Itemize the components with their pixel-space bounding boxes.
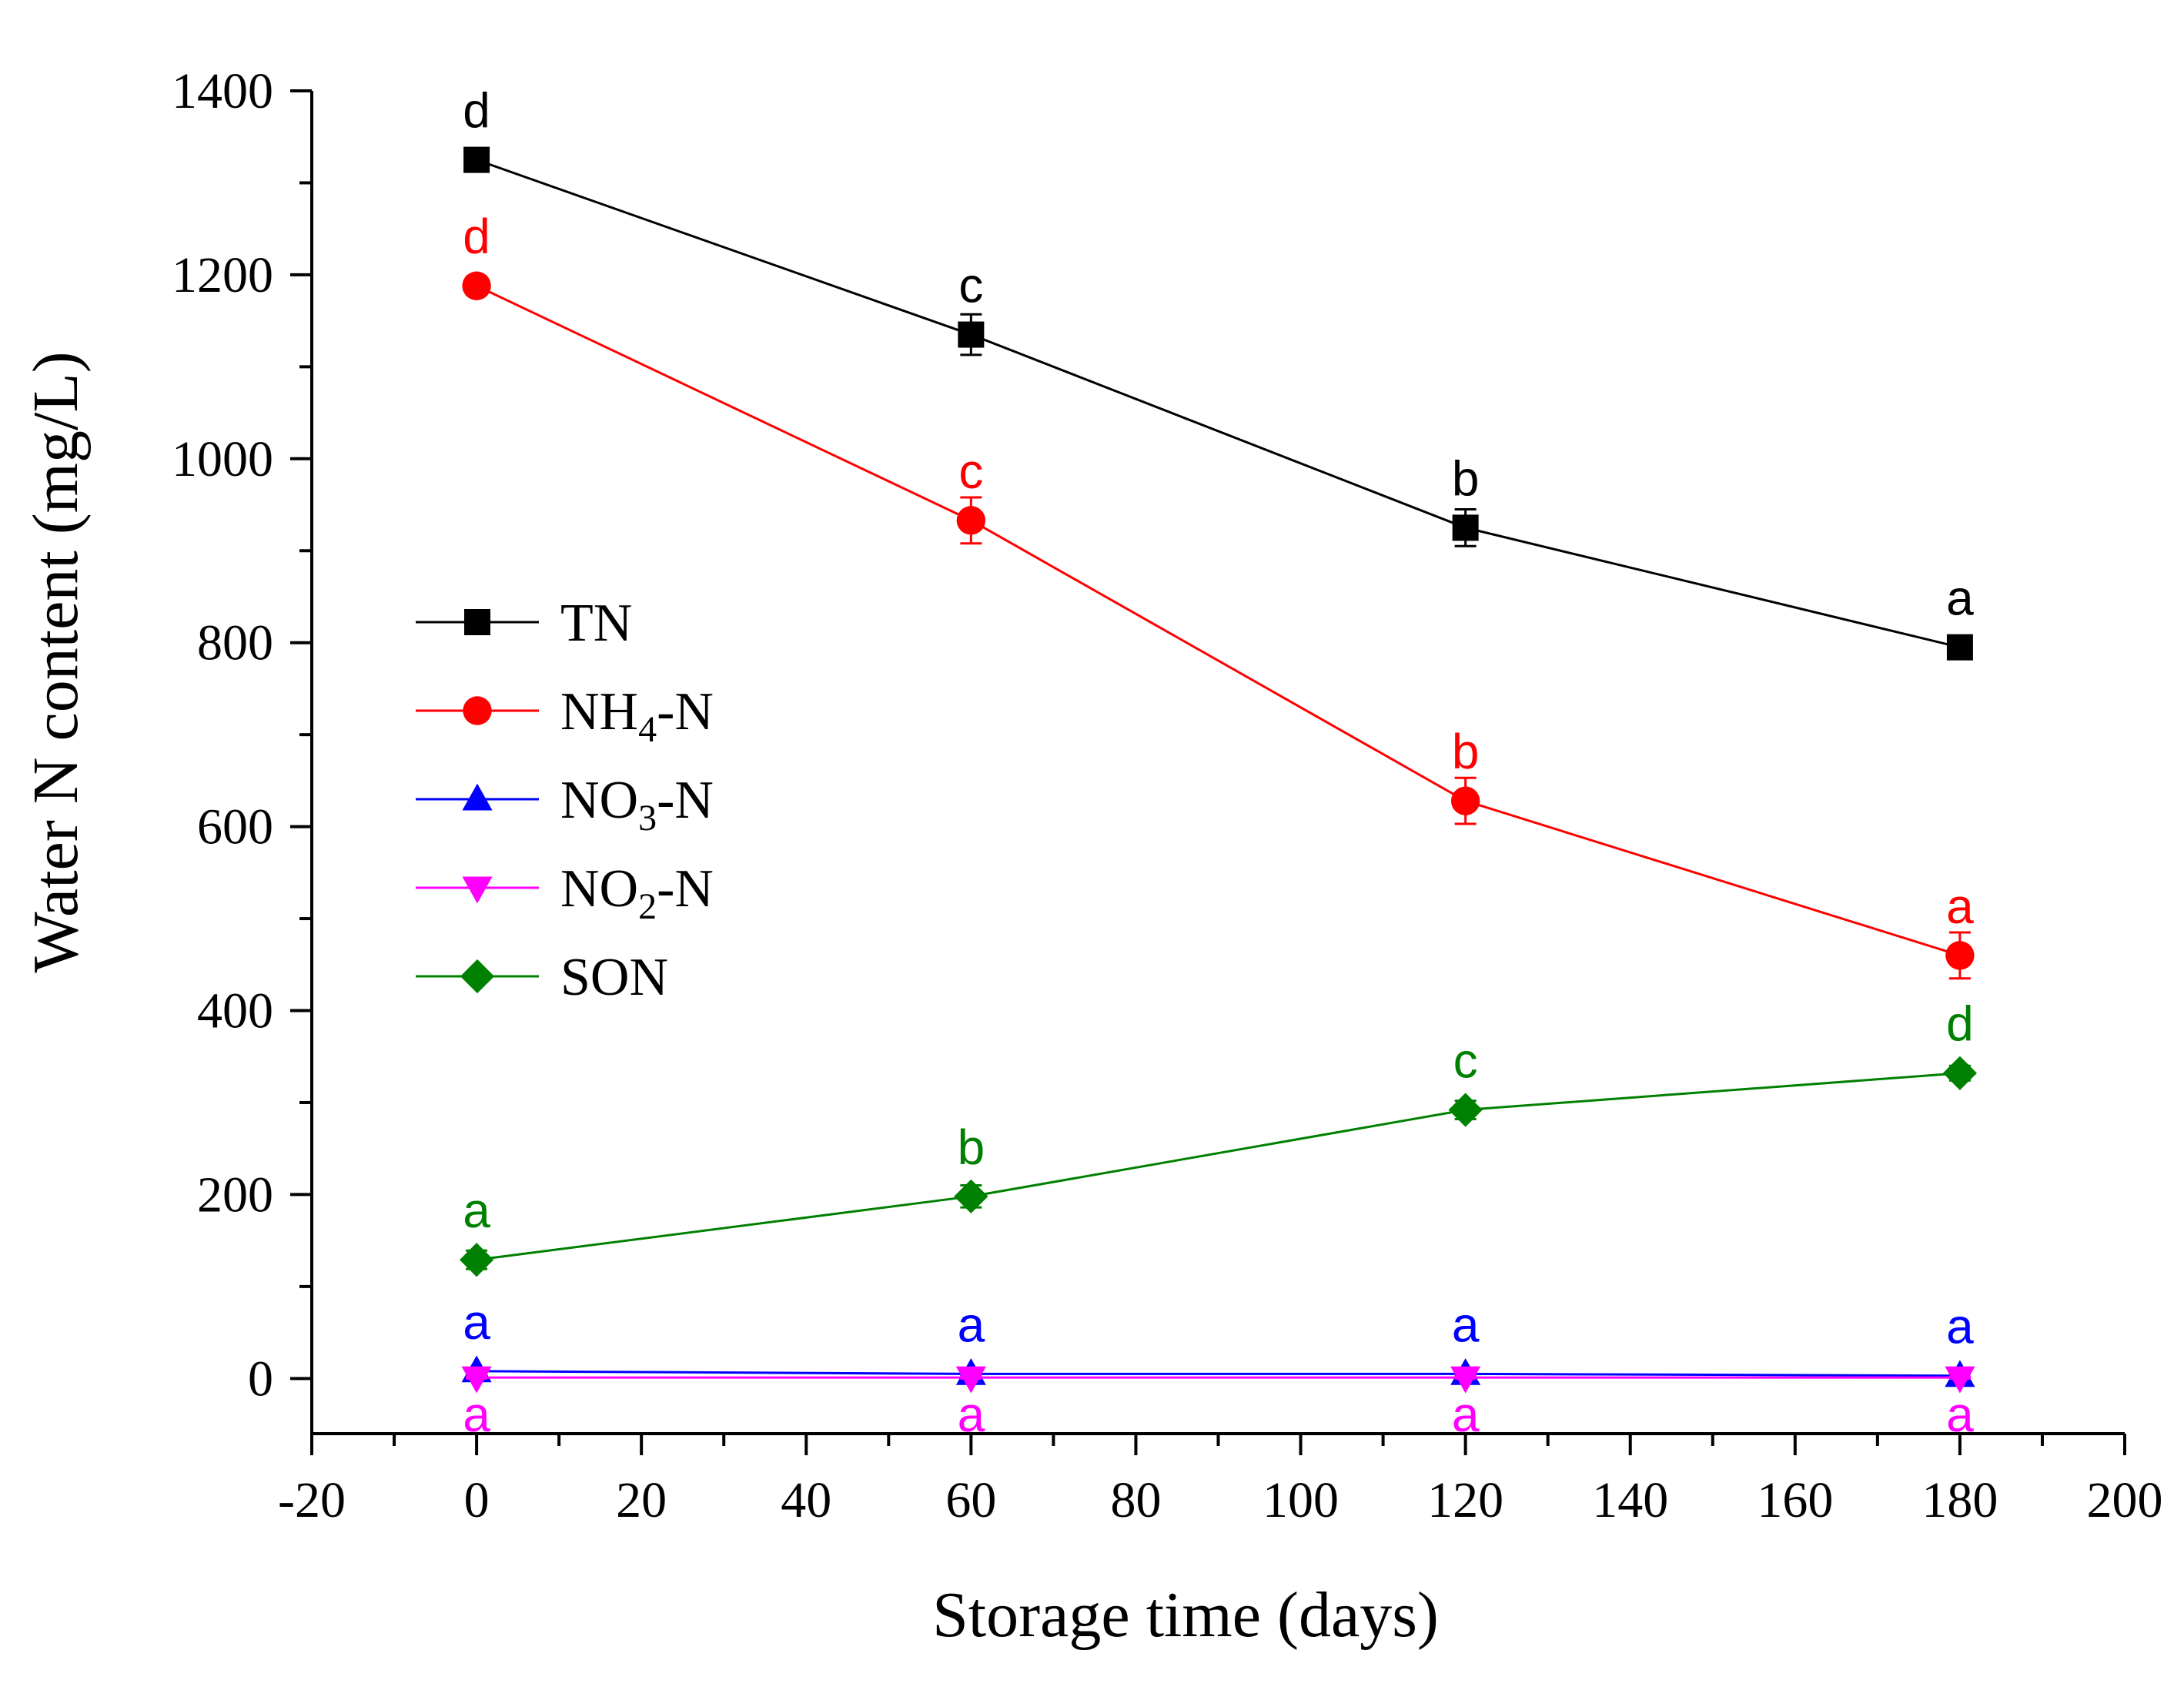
significance-letter: a [463,1183,490,1238]
y-tick-label: 1200 [172,247,273,303]
data-point [1448,1093,1483,1127]
legend-label-main: NO [560,859,638,919]
significance-letter: a [463,1294,490,1350]
data-point [955,1366,986,1394]
y-tick-label: 600 [197,799,273,855]
series-son [459,1056,1978,1277]
plot-frame: -20 0 20 40 60 80 100 120 140 160 180 200 0 200 400 600… [172,63,2163,1528]
data-point [463,146,490,173]
significance-letter: b [1452,450,1480,506]
x-tick-label: 200 [2087,1472,2163,1528]
data-point [1450,1366,1481,1394]
data-point [956,506,986,535]
data-point [1945,1366,1975,1394]
data-point [1452,514,1479,541]
significance-letter: a [463,1387,490,1442]
legend-marker [462,876,493,904]
series-line [476,1072,1961,1261]
legend-marker [460,959,495,994]
x-tick-label: -20 [278,1472,346,1528]
data-point [1945,941,1975,970]
y-tick-label: 1400 [172,63,273,119]
legend-label-subscript: 4 [638,709,657,750]
data-point [462,271,491,300]
x-tick-label: 140 [1592,1472,1668,1528]
significance-letter: a [1946,1299,1974,1354]
series-tn [463,146,1973,661]
legend-label: NO2-N [560,859,714,927]
data-point [958,321,985,348]
x-axis-title: Storage time (days) [932,1579,1439,1651]
significance-letter: a [1946,879,1974,934]
significance-letter: b [1452,724,1480,779]
x-tick-label: 40 [781,1472,831,1528]
x-tick-label: 0 [464,1472,490,1528]
significance-letter: c [1453,1033,1478,1089]
legend-label-suffix: -N [657,682,714,741]
significance-letter: a [1452,1387,1480,1442]
legend-label: NH4-N [560,682,714,750]
legend-label-main: NH [560,682,638,741]
x-tick-label: 100 [1263,1472,1339,1528]
y-tick-label: 800 [197,615,273,671]
legend-item-son: SON [416,948,668,1007]
legend-label-suffix: -N [657,771,714,830]
data-point [1942,1056,1978,1090]
legend-marker [464,609,490,635]
data-point [459,1243,494,1277]
series-layer [459,146,1978,1394]
series-line [476,159,1961,649]
series-nh4-n [462,271,1975,980]
y-axis-title: Water N content (mg/L) [20,351,92,972]
y-tick-label: 1000 [172,431,273,487]
significance-letter: d [463,209,490,264]
significance-letter: a [1946,1387,1974,1442]
legend-marker [462,783,493,811]
data-point [1450,786,1480,815]
legend-label-suffix: -N [657,859,714,919]
significance-letter: a [958,1387,985,1442]
data-point [1946,634,1973,661]
series-no2-n [461,1366,1975,1394]
legend-label: TN [560,594,632,653]
legend-label-main: SON [560,948,668,1007]
significance-letter: d [1946,996,1974,1052]
legend-label: SON [560,948,668,1007]
x-tick-label: 180 [1921,1472,1998,1528]
legend-item-no2-n: NO2-N [416,859,714,927]
y-tick-label: 200 [197,1166,273,1223]
significance-letter: d [463,83,490,139]
legend-label-main: TN [560,594,632,653]
legend-label-subscript: 3 [638,798,657,838]
significance-letter: b [958,1120,985,1175]
y-tick-label: 0 [248,1351,273,1407]
legend-item-tn: TN [416,594,632,653]
series-line [476,284,1961,957]
series-line [477,1370,1960,1377]
legend-label: NO3-N [560,771,714,838]
series-no3-n [461,1355,1975,1387]
y-tick-label: 400 [197,983,273,1039]
legend-label-main: NO [560,771,638,830]
significance-letter: a [958,1297,985,1352]
x-tick-label: 160 [1757,1472,1833,1528]
significance-letter: a [1452,1297,1480,1352]
significance-letter: a [1946,571,1974,626]
legend-label-subscript: 2 [638,886,657,927]
x-tick-label: 60 [945,1472,996,1528]
legend-item-nh4-n: NH4-N [416,682,714,750]
x-tick-label: 120 [1427,1472,1503,1528]
x-tick-label: 20 [616,1472,667,1528]
x-tick-label: 80 [1110,1472,1161,1528]
legend-marker [463,696,492,725]
legend-item-no3-n: NO3-N [416,771,714,838]
significance-letter: c [958,258,983,313]
significance-letter: c [958,443,983,499]
data-point [461,1366,492,1394]
data-point [954,1179,988,1213]
